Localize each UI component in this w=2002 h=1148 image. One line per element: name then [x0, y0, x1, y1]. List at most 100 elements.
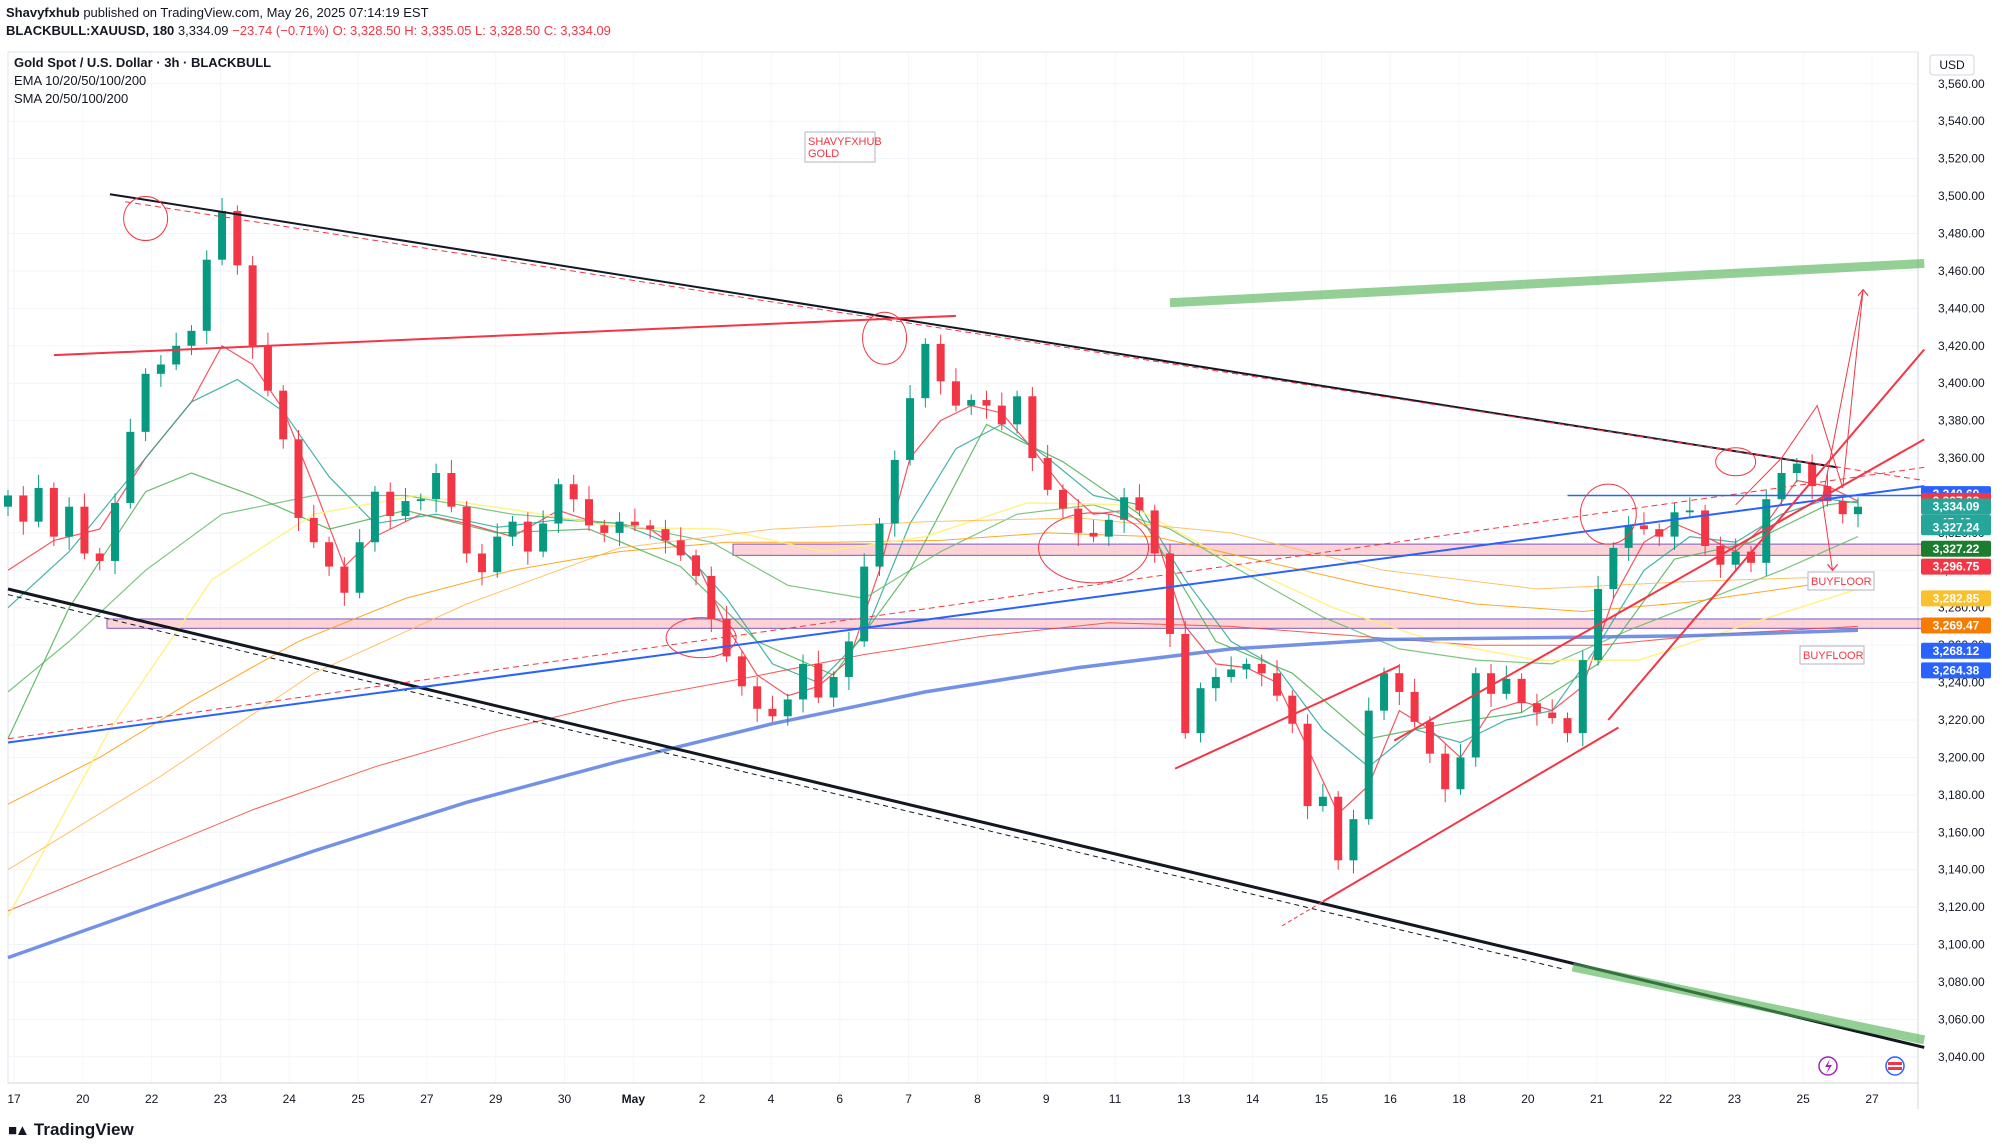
price-tag-label: 3,282.85	[1933, 591, 1980, 605]
candle-body	[600, 525, 609, 533]
candle-body	[111, 502, 120, 561]
candle-body	[1838, 501, 1847, 515]
candle-body	[1257, 663, 1266, 674]
candle-body	[1150, 510, 1159, 554]
candle-body	[967, 400, 976, 406]
candle-body	[1731, 551, 1740, 565]
y-tick-label: 3,180.00	[1938, 788, 1985, 802]
plot-area	[7, 51, 1919, 1084]
target-band-upper	[1169, 258, 1925, 308]
channel-upper-line	[1607, 348, 1926, 721]
lightning-icon-glyph	[1825, 1059, 1832, 1074]
candle-body	[263, 345, 272, 391]
candle-body	[1120, 497, 1129, 520]
candle-body	[493, 536, 502, 573]
price-tag	[1921, 617, 1991, 634]
us-flag-stripe	[1888, 1067, 1902, 1070]
projection-arrow	[1857, 288, 1869, 297]
candle-body	[692, 555, 701, 576]
candle-body	[1502, 678, 1511, 694]
candle-body	[187, 330, 196, 346]
candle-body	[783, 699, 792, 717]
candle-body	[982, 400, 991, 406]
candle-body	[753, 686, 762, 709]
last-price: 3,334.09	[177, 23, 229, 38]
price-tag	[1921, 558, 1991, 575]
x-tick-label: 15	[1315, 1092, 1329, 1106]
candle-body	[141, 373, 150, 432]
candle-body	[462, 506, 471, 554]
candle-body	[1242, 663, 1251, 670]
candle-body	[661, 529, 670, 541]
descending-resistance-dashed	[125, 201, 1925, 481]
y-tick-label: 3,360.00	[1938, 451, 1985, 465]
y-tick-label: 3,440.00	[1938, 301, 1985, 315]
legend-ema[interactable]: EMA 10/20/50/100/200	[14, 73, 147, 88]
candle-body	[1746, 551, 1755, 563]
candle-body	[890, 459, 899, 524]
y-tick-label: 3,500.00	[1938, 189, 1985, 203]
candle-body	[340, 566, 349, 593]
candle-body	[1089, 532, 1098, 537]
annotation-box	[804, 131, 876, 163]
candle-body	[1701, 510, 1710, 546]
candle-body	[844, 641, 853, 677]
candle-body	[1624, 525, 1633, 548]
price-tag	[1921, 662, 1991, 679]
candle-body	[65, 506, 74, 537]
legend-sma[interactable]: SMA 20/50/100/200	[14, 91, 129, 106]
candle-body	[34, 487, 43, 522]
candle-body	[1441, 753, 1450, 790]
candle-body	[1854, 506, 1862, 515]
x-tick-label: 23	[1728, 1092, 1742, 1106]
y-tick-label: 3,040.00	[1938, 1050, 1985, 1064]
x-tick-label: 17	[7, 1092, 21, 1106]
x-tick-label: 8	[974, 1092, 981, 1106]
highlight-ellipse	[1579, 483, 1637, 545]
ma-line	[7, 622, 1859, 912]
price-change: −23.74 (−0.71%)	[232, 23, 330, 38]
x-tick-label: 22	[145, 1092, 159, 1106]
candle-body	[1410, 691, 1419, 722]
price-tag	[1921, 540, 1991, 557]
price-tag-label: 3,268.12	[1933, 644, 1980, 658]
x-tick-label: 18	[1452, 1092, 1466, 1106]
annotation-text: BUYFLOOR	[1803, 650, 1864, 662]
candle-body	[279, 390, 288, 440]
candle-body	[1165, 553, 1174, 634]
y-tick-label: 3,240.00	[1938, 676, 1985, 690]
currency-box	[1929, 54, 1975, 76]
candle-body	[1303, 723, 1312, 807]
ma-line	[7, 517, 1859, 871]
candle-body	[1456, 757, 1465, 790]
y-tick-label: 3,160.00	[1938, 825, 1985, 839]
candle-body	[218, 211, 227, 260]
y-tick-label: 3,140.00	[1938, 863, 1985, 877]
candle-body	[1196, 688, 1205, 734]
candle-body	[1181, 633, 1190, 734]
candle-body	[1334, 796, 1343, 861]
tradingview-logo[interactable]: ■▲ TradingView	[8, 1120, 134, 1140]
candle-body	[1563, 718, 1572, 734]
y-tick-label: 3,460.00	[1938, 264, 1985, 278]
candle-body	[1058, 489, 1067, 509]
x-tick-label: 13	[1177, 1092, 1191, 1106]
candle-body	[202, 259, 211, 331]
candle-body	[539, 523, 548, 552]
x-tick-label: 30	[558, 1092, 572, 1106]
candle-body	[1104, 519, 1113, 537]
price-tag-label: 3,296.75	[1933, 560, 1980, 574]
annotation-text: SHAVYFXHUB	[808, 136, 882, 148]
author-name[interactable]: Shavyfxhub	[6, 5, 80, 20]
candle-body	[386, 491, 395, 517]
y-tick-label: 3,060.00	[1938, 1012, 1985, 1026]
x-tick-label: 11	[1109, 1092, 1122, 1106]
candle-body	[416, 499, 425, 502]
candle-body	[875, 523, 884, 567]
price-tag	[1921, 498, 1991, 515]
price-tag-label: 3,327.24	[1933, 520, 1980, 534]
candle-body	[722, 618, 731, 657]
y-tick-label: 3,560.00	[1938, 77, 1985, 91]
